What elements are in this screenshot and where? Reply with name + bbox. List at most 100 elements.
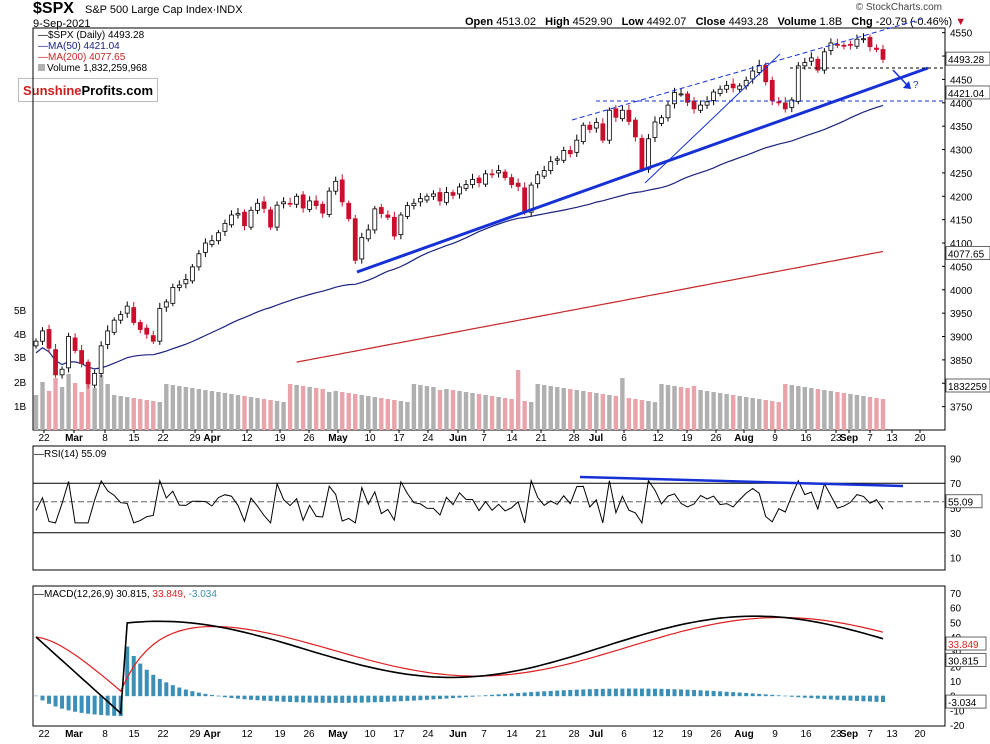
macd-histogram-bar	[633, 688, 638, 697]
chart-date: 9-Sep-2021	[33, 18, 91, 30]
candle-body	[404, 205, 410, 217]
price-tick-label: 4000	[950, 286, 973, 297]
macd-histogram-bar	[679, 689, 684, 697]
macd-histogram-bar	[190, 691, 195, 697]
volume-bar	[470, 393, 475, 430]
x-tick-label-bottom: 22	[38, 729, 50, 740]
candle-body	[489, 173, 495, 176]
volume-bar	[131, 398, 136, 430]
macd-value-label: -3.034	[948, 698, 977, 709]
candle-body	[763, 64, 769, 83]
volume-bar	[483, 395, 488, 430]
trendlines: ?	[356, 17, 945, 274]
macd-histogram-bar	[639, 688, 644, 697]
candle-body	[294, 195, 300, 205]
x-tick-label-bottom: 19	[274, 729, 286, 740]
volume-bar	[261, 399, 267, 430]
candle-body	[287, 202, 293, 205]
price-value-box	[945, 378, 990, 393]
macd-value-box	[945, 636, 987, 651]
volume-bar	[190, 388, 195, 430]
macd-histogram-bar	[542, 691, 547, 697]
index-name-text: S&P 500 Large Cap Index	[85, 4, 213, 16]
volume-bar	[274, 401, 280, 430]
rsi-label: —RSI(14) 55.09	[34, 449, 106, 460]
volume-bar	[698, 390, 703, 430]
credit[interactable]: © StockCharts.com	[855, 2, 942, 13]
macd-histogram-bar	[73, 695, 78, 712]
macd-histogram-bar	[164, 682, 169, 697]
price-tick-label: 3950	[950, 309, 973, 320]
macd-line	[35, 615, 884, 715]
candle-body	[848, 43, 853, 46]
volume-value: 1.8B	[819, 16, 843, 28]
candle-body	[522, 187, 528, 213]
volume-bar	[209, 391, 215, 430]
macd-histogram-bar	[841, 695, 846, 701]
volume-bar	[359, 395, 364, 430]
volume-bar	[411, 384, 417, 430]
x-tick-label: 14	[506, 433, 518, 444]
volume-bar	[53, 378, 58, 430]
rsi-tick-label: 70	[950, 479, 962, 490]
candle-body	[450, 192, 456, 196]
volume-bar	[333, 391, 338, 430]
volume-bar	[424, 386, 430, 430]
volume-bar	[46, 391, 52, 430]
x-tick-label-bottom: Sep	[840, 729, 858, 740]
candle-body	[183, 279, 189, 285]
macd-histogram-bar	[548, 690, 553, 697]
candle-body	[176, 284, 182, 288]
volume-bar	[743, 397, 749, 430]
macd-histogram-bar	[112, 695, 117, 716]
ma50-line	[35, 104, 884, 370]
candle-body	[92, 373, 98, 386]
volume-axis: 5B 4B 3B 2B 1B	[14, 306, 27, 413]
candle-body	[196, 253, 202, 268]
x-tick-label-bottom: 23	[830, 729, 842, 740]
macd-histogram-bar	[490, 694, 495, 697]
volume-bar	[366, 396, 371, 430]
x-tick-label: 12	[652, 433, 664, 444]
x-tick-label: Mar	[65, 433, 83, 444]
candle-body	[72, 337, 78, 351]
price-tick-label: 4050	[950, 262, 973, 273]
volume-bar	[177, 386, 182, 430]
macd-histogram-bar	[196, 692, 201, 697]
x-tick-label: 8	[102, 433, 108, 444]
macd-histogram-bar	[718, 691, 723, 697]
candle-body	[587, 124, 593, 130]
volume-bar	[98, 375, 104, 430]
candle-body	[841, 44, 847, 47]
x-tick-label: 23	[830, 433, 842, 444]
candle-body	[724, 85, 730, 90]
volume-bar	[40, 382, 45, 430]
x-tick-label-bottom: 20	[914, 729, 926, 740]
x-tick-label-bottom: 8	[102, 729, 108, 740]
macd-histogram-bar	[587, 689, 592, 697]
macd-histogram-bar	[255, 695, 260, 701]
price-tick-label: 4350	[950, 122, 973, 133]
macd-value-box	[945, 652, 987, 667]
volume-bar	[867, 397, 873, 430]
price-tick-label: 4450	[950, 75, 973, 86]
candle-body	[606, 109, 612, 141]
volume-bar	[581, 391, 586, 430]
macd-histogram-bar	[424, 695, 429, 700]
volume-bar	[515, 370, 521, 430]
down-arrow-head-icon	[903, 81, 911, 89]
volume-bar	[346, 393, 351, 430]
candle-body	[483, 173, 488, 185]
macd-histogram-bar	[320, 695, 325, 703]
macd-histogram-bar	[854, 695, 859, 701]
candle-body	[685, 93, 690, 103]
volume-bar	[157, 402, 162, 430]
macd-histogram-bar	[802, 695, 807, 698]
macd-main-text: MACD(12,26,9) 30.815,	[44, 589, 150, 600]
ma50-path	[35, 104, 884, 370]
candle-body	[255, 202, 260, 211]
volume-bar	[672, 386, 677, 430]
volume-bar	[770, 401, 775, 430]
volume-bar	[600, 394, 606, 430]
volume-bar	[496, 397, 501, 430]
